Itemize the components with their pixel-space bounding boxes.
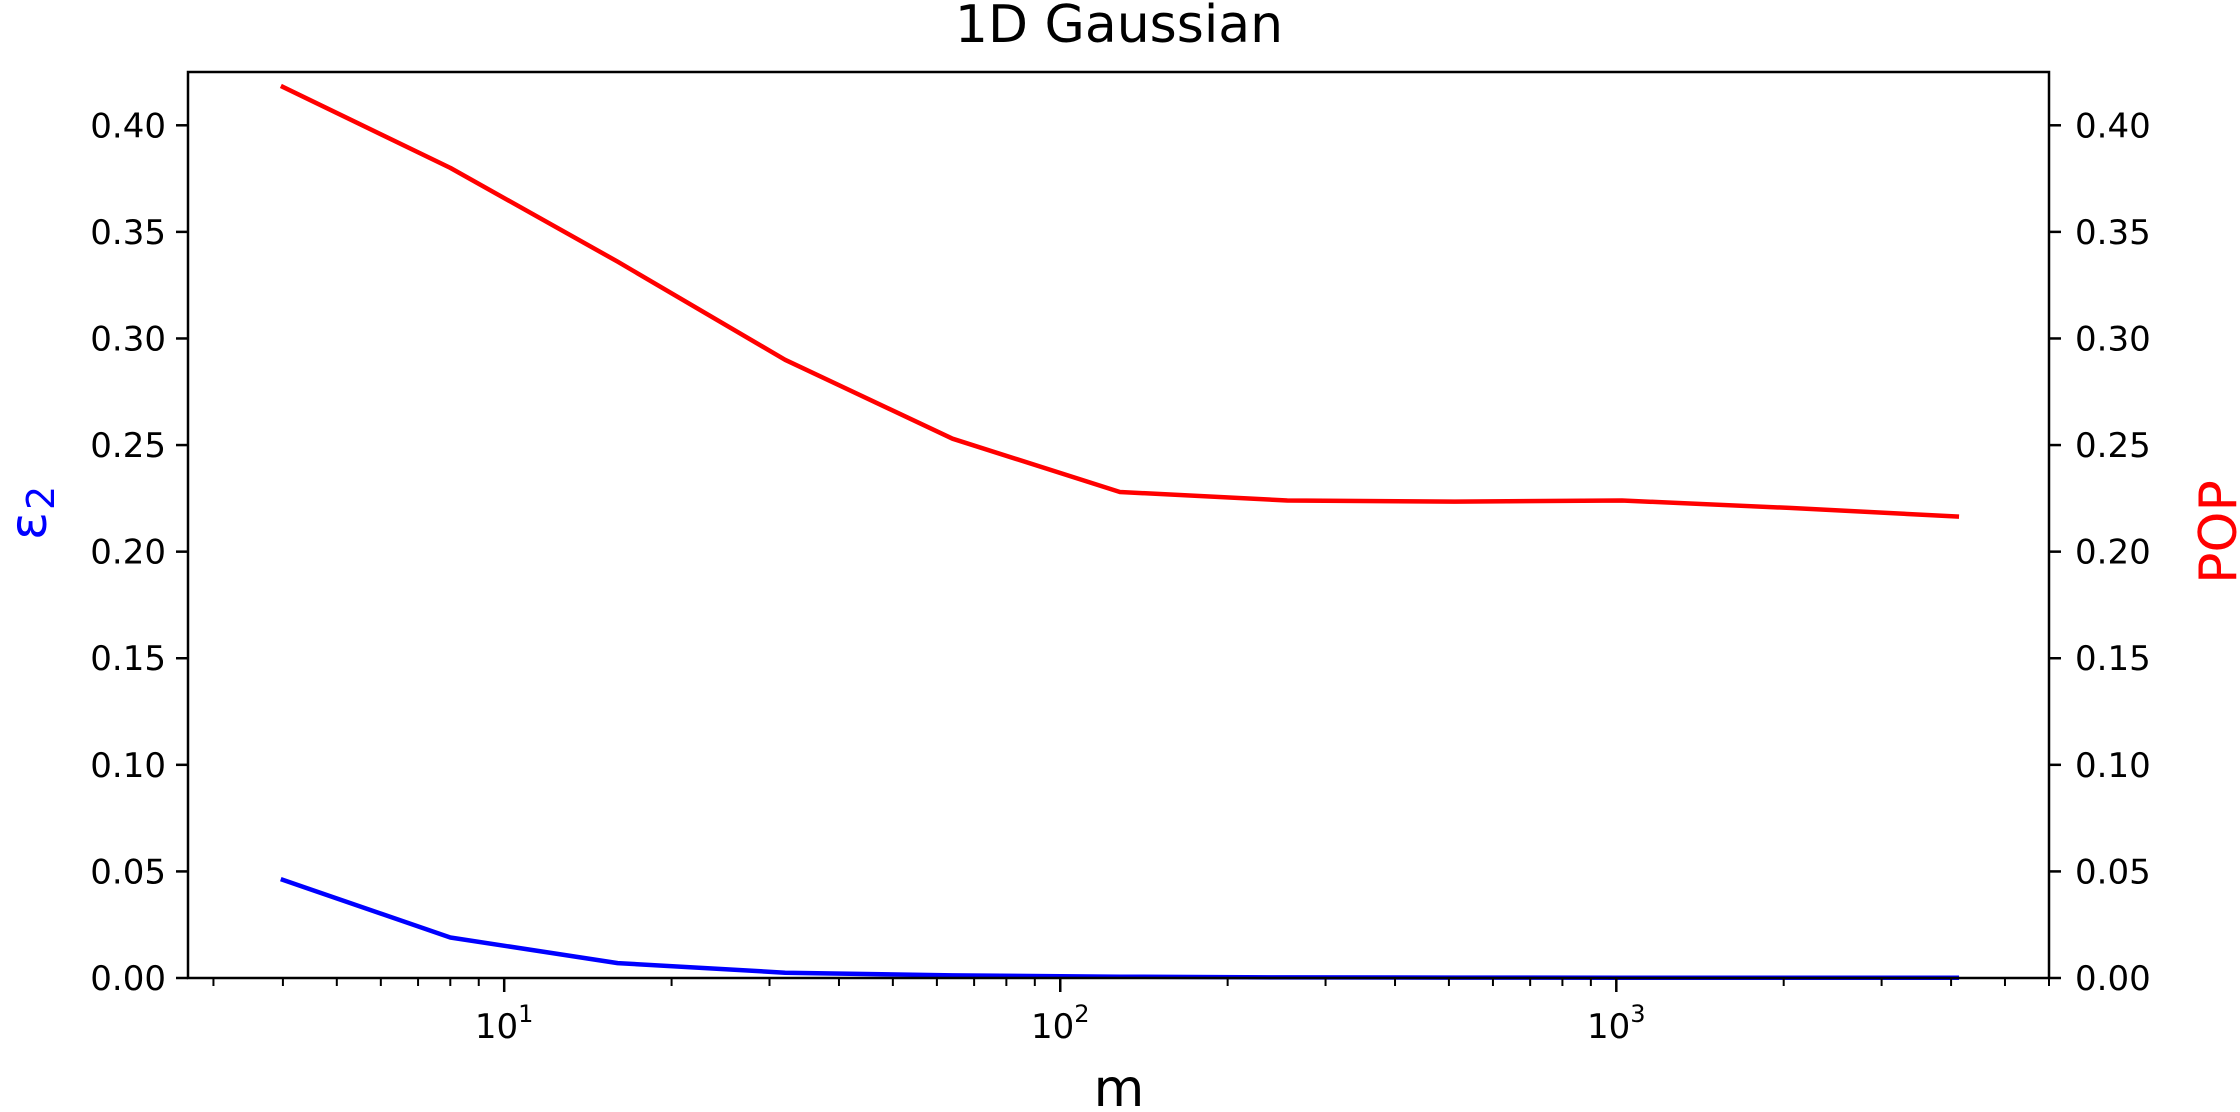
y-tick-label-left: 0.00 (90, 959, 166, 999)
y-tick-label-left: 0.20 (90, 533, 166, 573)
x-axis-label: m (1094, 1059, 1145, 1112)
plot-frame (186, 70, 2051, 980)
y-tick-label-left: 0.10 (90, 746, 166, 786)
y-tick-label-right: 0.20 (2075, 533, 2151, 573)
y-tick-label-left: 0.40 (90, 106, 166, 146)
y-tick-label-left: 0.35 (90, 213, 166, 253)
plot-area (279, 83, 1960, 981)
y-tick-label-right: 0.35 (2075, 213, 2151, 253)
y-axis-label-right: POP (2189, 480, 2240, 584)
chart-title: 1D Gaussian (955, 0, 1283, 55)
y-tick-label-right: 0.40 (2075, 106, 2151, 146)
x-tick-label: 101 (475, 1000, 534, 1047)
y-tick-label-left: 0.30 (90, 319, 166, 359)
x-tick-label: 103 (1587, 1000, 1646, 1047)
y-tick-label-right: 0.25 (2075, 426, 2151, 466)
y-tick-label-right: 0.30 (2075, 319, 2151, 359)
y-tick-label-left: 0.25 (90, 426, 166, 466)
series-line-2 (279, 83, 1960, 519)
x-tick-label: 102 (1031, 1000, 1090, 1047)
y-axis-label-left: ε2 (0, 486, 63, 540)
y-tick-label-right: 0.10 (2075, 746, 2151, 786)
y-tick-label-right: 0.05 (2075, 852, 2151, 892)
y-axis-label-left-subscript: 2 (19, 486, 63, 510)
y-axis-label-left-symbol: ε (0, 512, 59, 540)
series-line-1 (280, 877, 1960, 981)
y-tick-label-left: 0.15 (90, 639, 166, 679)
y-tick-label-left: 0.05 (90, 852, 166, 892)
y-tick-label-right: 0.00 (2075, 959, 2151, 999)
axes: 0.00 0.00 0.05 0.05 0.10 0.10 0.15 0.15 0.20 0.20… (90, 70, 2151, 1047)
y-tick-label-right: 0.15 (2075, 639, 2151, 679)
